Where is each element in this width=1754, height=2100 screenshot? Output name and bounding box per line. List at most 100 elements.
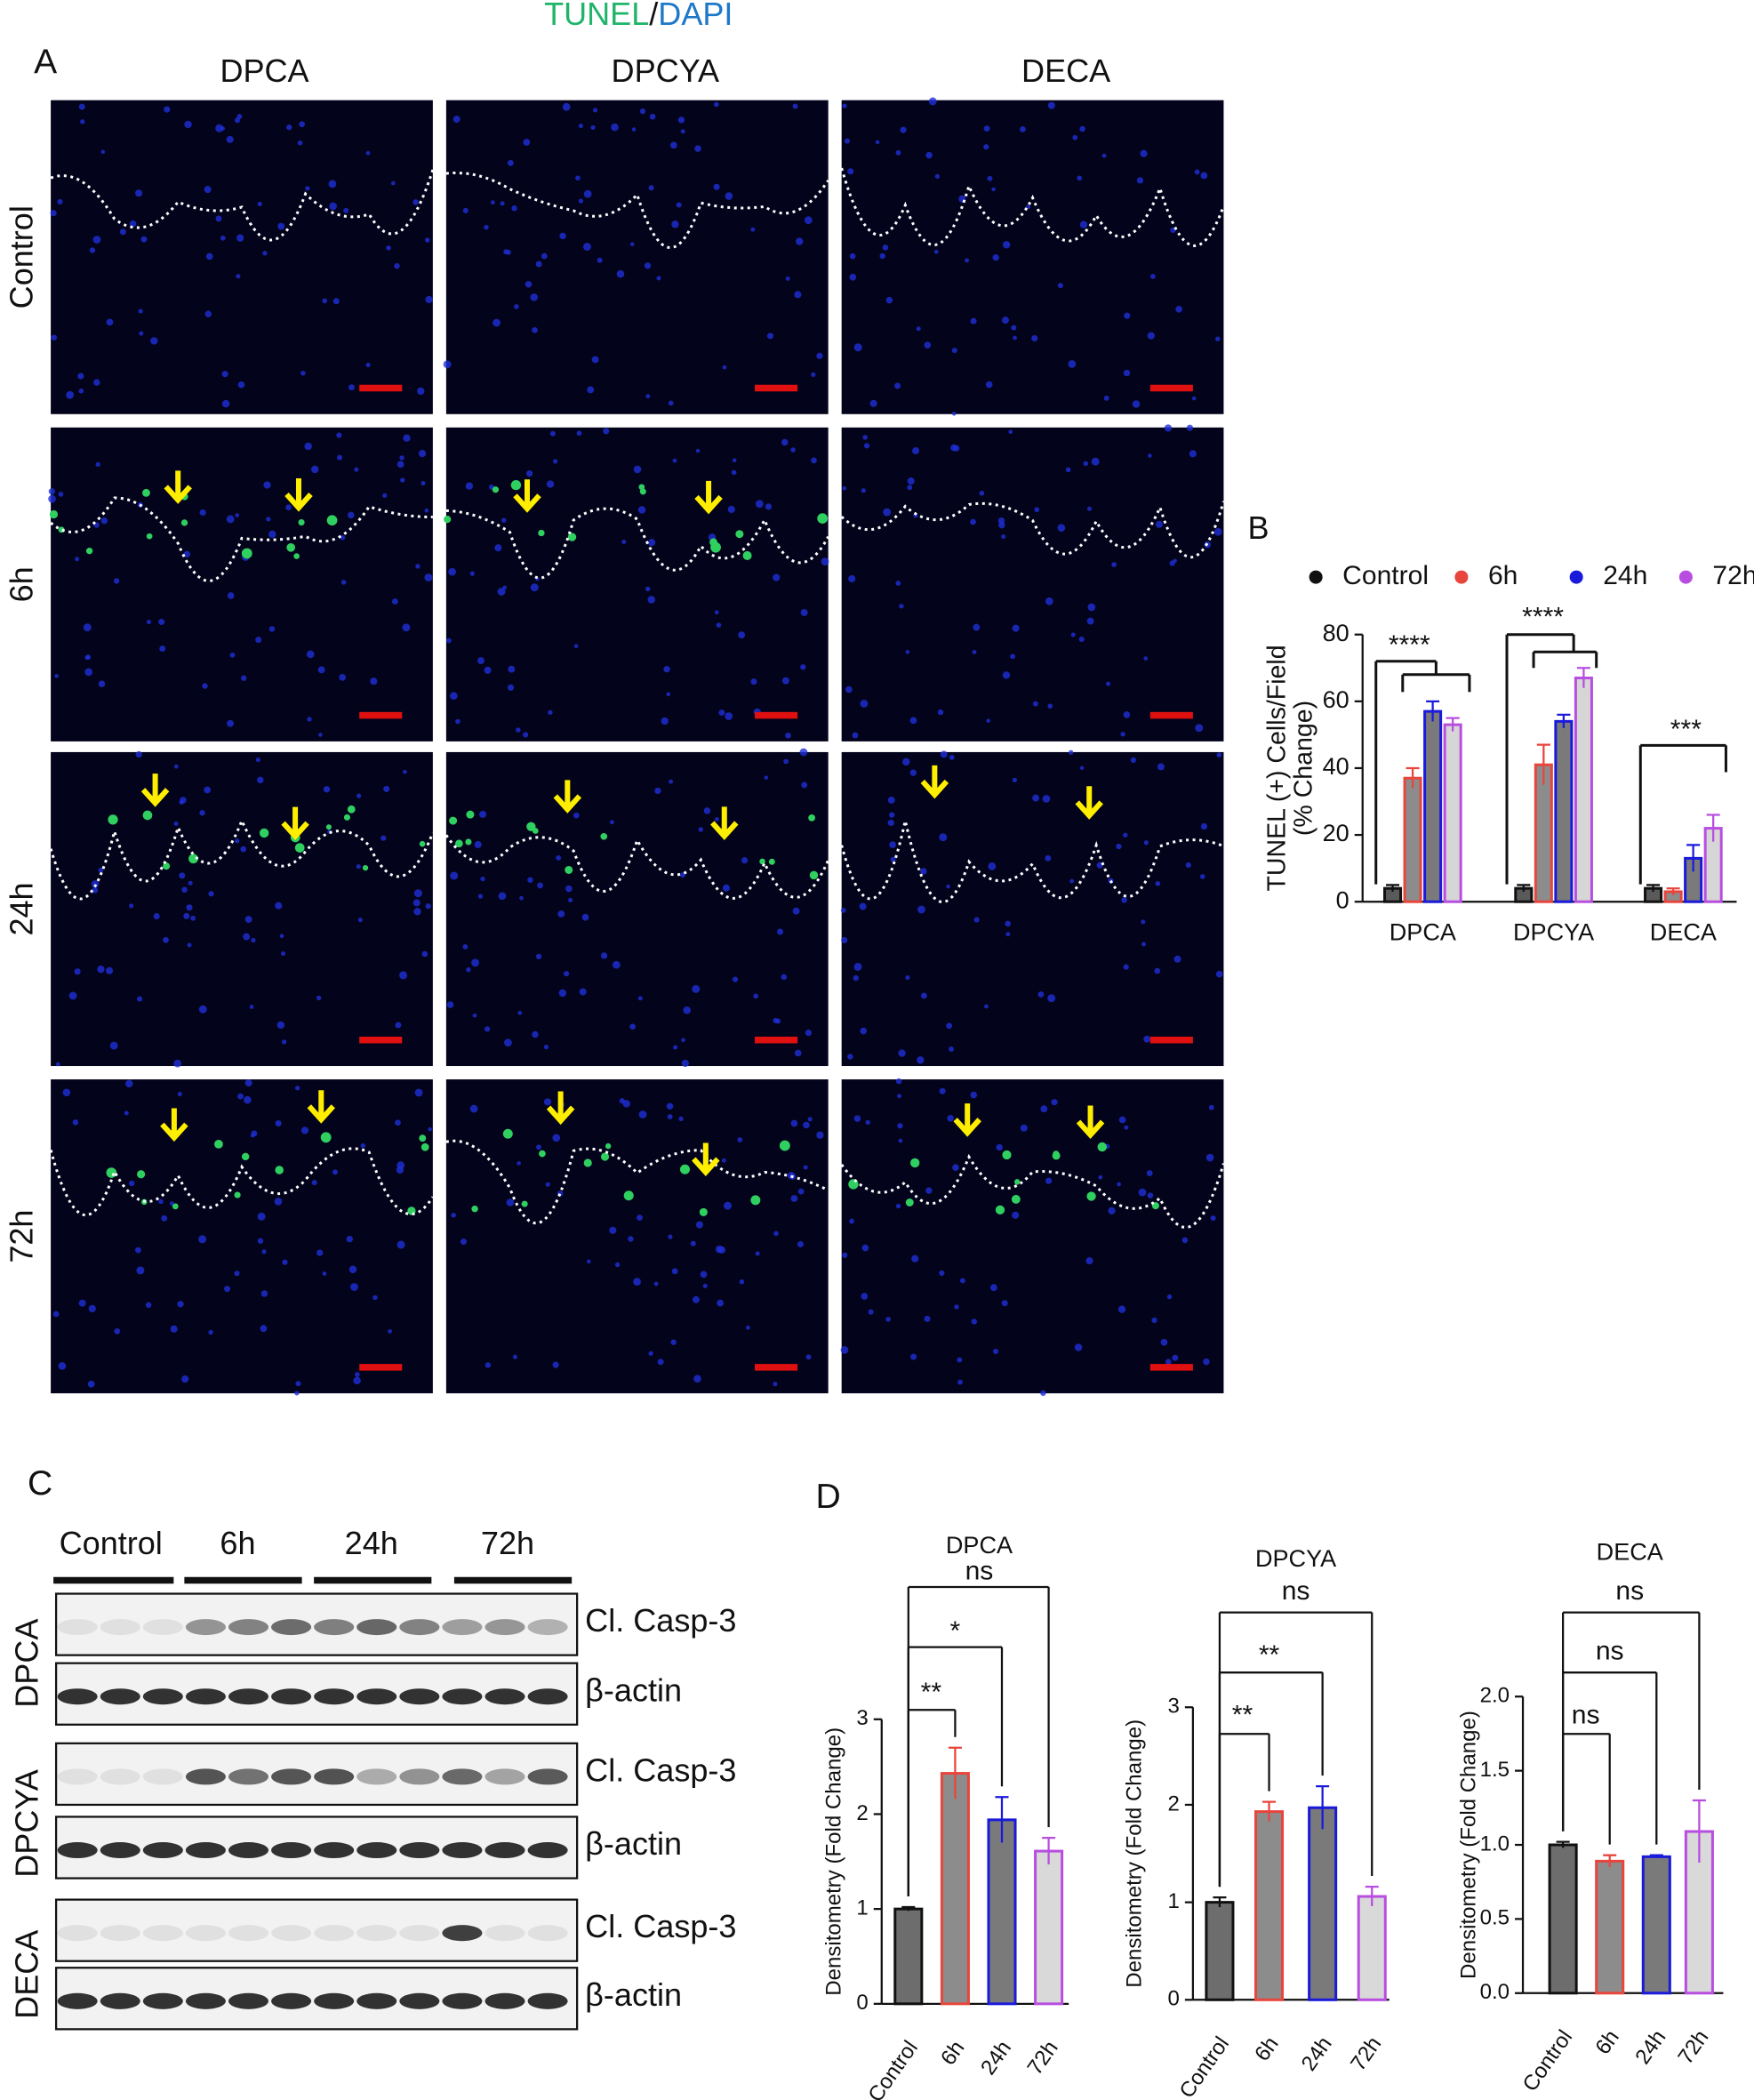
arrow [710,806,739,840]
nucleus [612,960,621,969]
nucleus [816,1131,824,1139]
nucleus [536,1144,541,1150]
nucleus [859,902,867,910]
nucleus [229,652,236,658]
nucleus [895,1078,902,1085]
nucleus [803,1121,810,1129]
nucleus [1138,1188,1147,1197]
nucleus [91,880,100,888]
tunel-cell [605,1142,612,1150]
y-tick-label: 1 [1167,1889,1179,1913]
x-tick-label: 24h [1630,2025,1670,2068]
nucleus [717,1299,725,1307]
nucleus [897,1094,901,1099]
nucleus [794,1049,802,1057]
nucleus [396,1240,405,1249]
y-tick-label: 1 [856,1896,868,1920]
nucleus [399,971,408,980]
nucleus [177,1301,184,1308]
tunel-cell [679,1164,691,1174]
nucleus [811,457,817,464]
nucleus [984,1004,989,1009]
nucleus [1117,1182,1121,1187]
nucleus [1200,822,1208,830]
band [399,1925,440,1942]
nucleus [1002,671,1011,679]
band [442,1992,483,2009]
y-axis-label: TUNEL (+) Cells/Field [1263,645,1292,891]
micrograph [841,1079,1224,1394]
nucleus [395,1119,401,1126]
nucleus [237,1093,244,1100]
nucleus [517,1010,523,1015]
arrow [953,1103,981,1137]
nucleus [970,1091,978,1099]
nucleus [1057,283,1063,289]
y-tick-label: 0.0 [1480,1980,1510,2004]
nucleus [328,180,337,188]
band [57,1619,98,1636]
nucleus [469,571,475,576]
nucleus [353,1376,361,1385]
nucleus [135,189,143,197]
nucleus [785,276,790,281]
nucleus [400,477,405,483]
nucleus [274,1198,283,1206]
nucleus [887,796,895,804]
panel-label: A [34,43,57,81]
nucleus [1047,101,1055,109]
nucleus [415,564,420,569]
nucleus [516,727,521,733]
nucleus [356,793,362,798]
nucleus [243,933,251,941]
nucleus [986,718,990,723]
band [228,1992,269,2009]
nucleus [1083,461,1089,467]
lane-label: 72h [481,1525,534,1561]
nucleus [260,1290,268,1297]
blot [54,1898,579,1962]
nucleus [681,1059,689,1068]
nucleus [844,138,850,144]
significance: ** [1259,1640,1280,1670]
nucleus [902,757,910,766]
nucleus [683,1006,691,1014]
nucleus [525,281,533,288]
nucleus [1210,1215,1216,1222]
nucleus [753,993,759,999]
nucleus [1065,467,1071,473]
tunel-cell [742,550,752,560]
nucleus [1079,765,1085,771]
nucleus [1047,703,1053,709]
nucleus [925,151,933,159]
legend-marker [1678,570,1693,584]
nucleus [451,1213,456,1218]
nucleus [1101,153,1107,158]
error-bar [1706,814,1720,842]
stain-part: DAPI [658,0,733,32]
tunel-cell [510,479,522,491]
nucleus [339,674,347,681]
nucleus [1079,220,1088,228]
nucleus [840,1346,849,1354]
y-axis-label: Densitometry (Fold Change) [1123,1719,1147,1988]
panel-label: C [28,1464,52,1503]
nucleus [590,124,596,131]
nucleus [519,895,524,901]
arrow [164,470,192,504]
tunel-cell [420,1142,429,1151]
nucleus [898,1138,903,1143]
x-tick-label: Control [863,2036,923,2100]
tunel-cell [275,1166,284,1174]
band [314,1925,355,1942]
nucleus [455,718,461,725]
nucleus [946,1022,953,1030]
nucleus [1143,840,1149,846]
nucleus [911,1254,919,1262]
band [142,1619,183,1636]
nucleus [1108,1206,1116,1214]
nucleus [1042,795,1051,803]
micrograph [445,751,829,1067]
nucleus [498,892,507,901]
nucleus [50,210,57,217]
